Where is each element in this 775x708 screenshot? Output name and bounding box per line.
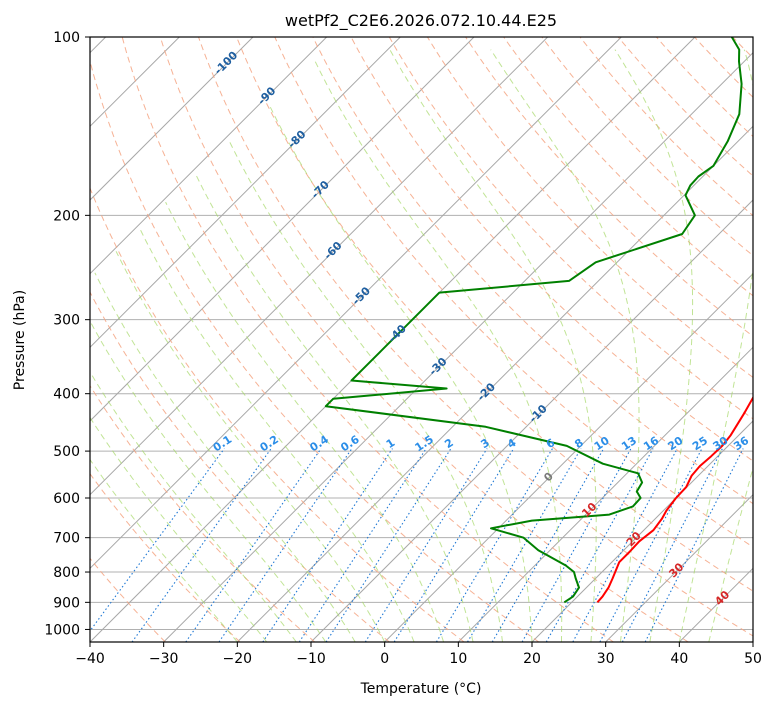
y-tick-label: 1000 [44, 622, 80, 638]
moist-adiabats [90, 49, 753, 642]
moist-adiabat [139, 227, 415, 642]
mixing-ratio-line [572, 448, 678, 642]
x-tick-label: 0 [380, 651, 389, 667]
x-tick-label: 10 [449, 651, 467, 667]
dry-adiabat [503, 37, 753, 297]
mixing-ratio-line [521, 448, 632, 642]
isotherm-line [90, 37, 475, 422]
mixing-ratio-line [298, 448, 427, 642]
y-axis: 100 200 300 400 500 600 700 800 900 1000 [44, 30, 90, 638]
mixing-ratio-line [185, 448, 322, 642]
y-tick-label: 600 [53, 491, 80, 507]
x-tick-label: 30 [597, 651, 615, 667]
dry-adiabat [198, 37, 753, 637]
y-tick-label: 100 [53, 30, 80, 46]
moist-adiabat [90, 320, 327, 642]
isotherm-line [531, 420, 753, 642]
x-axis-label: Temperature (°C) [360, 681, 482, 697]
dewpoint-profile-line [324, 37, 743, 604]
dry-adiabat [236, 37, 753, 592]
moist-adiabat [90, 458, 238, 642]
isotherm-line [90, 37, 401, 349]
moist-adiabat [194, 173, 474, 642]
dry-adiabat [90, 384, 316, 642]
x-axis: −40 −30 −20 −10 0 10 20 30 40 50 [75, 642, 762, 667]
mixing-ratio-line [644, 448, 744, 642]
y-tick-label: 200 [53, 208, 80, 224]
moist-adiabat [490, 49, 640, 642]
dry-adiabat [90, 291, 390, 642]
isotherm-line [605, 493, 753, 642]
dry-adiabat [121, 37, 614, 642]
x-tick-label: 20 [523, 651, 541, 667]
mixing-ratio-line [90, 448, 225, 632]
dry-adiabat [159, 37, 689, 642]
isotherm-line [310, 199, 753, 642]
isotherm-line [90, 37, 254, 201]
mixing-ratio-line [262, 448, 393, 642]
moist-adiabat [708, 465, 753, 642]
mixing-ratio-line [545, 448, 654, 642]
mixing-ratio-line [621, 448, 723, 642]
mixing-ratio-line [435, 448, 553, 642]
dry-adiabat [388, 37, 753, 420]
moist-adiabat [115, 251, 386, 642]
isotherm-line [384, 272, 753, 642]
isotherm-line [457, 346, 753, 642]
y-tick-label: 900 [53, 595, 80, 611]
mixing-ratio-line [599, 448, 703, 642]
moist-adiabat [90, 416, 268, 642]
moist-adiabat [94, 272, 356, 642]
y-axis-label: Pressure (hPa) [12, 290, 28, 390]
moist-adiabat [678, 49, 753, 642]
isotherm-line [90, 37, 328, 275]
dry-adiabat [312, 37, 753, 505]
dry-adiabat [90, 186, 465, 642]
isotherm-line [163, 51, 753, 642]
dry-adiabat [90, 59, 540, 642]
y-tick-label: 700 [53, 531, 80, 547]
y-tick-label: 500 [53, 444, 80, 460]
dry-adiabat [274, 37, 753, 548]
moist-adiabat [268, 104, 533, 642]
plot-frame [89, 36, 754, 643]
moist-adiabat [165, 201, 445, 642]
moist-adiabat [614, 49, 694, 642]
dry-adiabats [90, 37, 753, 642]
mixing-ratio-line [467, 448, 582, 642]
dry-adiabat [426, 37, 753, 378]
moist-adiabat [228, 141, 503, 642]
x-tick-label: −20 [223, 651, 253, 667]
y-tick-label: 400 [53, 387, 80, 403]
y-tick-label: 300 [53, 313, 80, 329]
isotherm-line [90, 37, 622, 570]
moist-adiabat [90, 370, 297, 642]
mixing-ratio-line [218, 448, 353, 642]
mixing-ratio-line [491, 448, 605, 642]
mixing-ratio-lines [90, 448, 744, 642]
isotherm-line [236, 125, 753, 642]
x-tick-label: −10 [296, 651, 326, 667]
x-tick-label: −30 [149, 651, 179, 667]
x-tick-label: 40 [670, 651, 688, 667]
moist-adiabat [389, 49, 597, 642]
x-tick-label: 50 [744, 651, 762, 667]
plot-area [90, 37, 753, 642]
dry-adiabat [617, 37, 753, 177]
x-tick-label: −40 [75, 651, 105, 667]
isobar-grid [90, 37, 753, 630]
temperature-profile-line [596, 395, 753, 603]
isotherm-line [90, 37, 549, 496]
y-tick-label: 800 [53, 565, 80, 581]
moist-adiabat [314, 61, 563, 642]
chart-title: wetPf2_C2E6.2026.072.10.44.E25 [285, 11, 557, 31]
